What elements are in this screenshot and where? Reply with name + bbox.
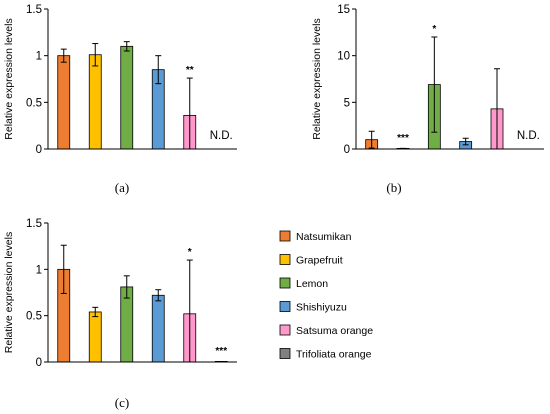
not-detected-label-a-6: N.D. bbox=[210, 130, 233, 142]
legend-swatch-3 bbox=[279, 277, 291, 289]
legend-swatch-2 bbox=[279, 254, 291, 265]
not-detected-label-b-6: N.D. bbox=[517, 130, 540, 142]
legend-label-3: Lemon bbox=[296, 278, 328, 290]
panel-label-c: (c) bbox=[115, 395, 129, 410]
panel-label-a: (a) bbox=[115, 180, 129, 195]
legend-label-6: Trifoliata orange bbox=[296, 349, 372, 361]
legend-label-1: Natsumikan bbox=[296, 231, 352, 243]
y-tick-label-b: 15 bbox=[337, 4, 350, 16]
y-tick-label-b: 5 bbox=[344, 97, 350, 109]
y-tick-label-a: 1.5 bbox=[26, 4, 42, 16]
significance-label-b-2: *** bbox=[397, 133, 409, 144]
y-tick-label-a: 1 bbox=[36, 51, 42, 63]
significance-label-a-5: ** bbox=[186, 65, 194, 76]
legend-swatch-6 bbox=[279, 348, 291, 359]
legend-label-5: Satsuma orange bbox=[296, 325, 373, 337]
significance-label-b-3: * bbox=[432, 24, 436, 35]
legend-swatch-5 bbox=[279, 324, 291, 336]
bar-c-4 bbox=[151, 294, 165, 363]
y-tick-label-a: 0.5 bbox=[26, 97, 42, 109]
bar-c-2 bbox=[88, 311, 102, 363]
y-axis-title-c: Relative expression levels bbox=[3, 232, 15, 353]
y-tick-label-a: 0 bbox=[36, 144, 42, 156]
y-tick-label-c: 0 bbox=[36, 357, 42, 369]
y-tick-label-c: 1 bbox=[36, 264, 42, 276]
bar-a-1 bbox=[57, 55, 71, 150]
bar-a-3 bbox=[120, 45, 134, 150]
y-tick-label-b: 10 bbox=[337, 51, 350, 63]
legend-label-2: Grapefruit bbox=[296, 255, 343, 267]
y-axis-title-a: Relative expression levels bbox=[3, 18, 15, 139]
y-tick-label-b: 0 bbox=[344, 144, 350, 156]
significance-label-c-6: *** bbox=[215, 346, 227, 357]
legend-swatch-4 bbox=[279, 301, 291, 312]
y-tick-label-c: 1.5 bbox=[26, 218, 42, 230]
y-axis-title-b: Relative expression levels bbox=[311, 18, 323, 139]
significance-label-c-5: * bbox=[188, 247, 192, 258]
panel-label-b: (b) bbox=[386, 180, 401, 195]
y-tick-label-c: 0.5 bbox=[26, 311, 42, 323]
legend: Natsumikan Grapefruit Lemon Shishiyuzu Satsu… bbox=[279, 230, 373, 361]
bar-a-2 bbox=[88, 54, 102, 150]
legend-swatch-1 bbox=[279, 230, 291, 242]
chart-panel-a: 0 0.5 1 1.5 Relative expression levels ** N.D. bbox=[3, 4, 237, 156]
legend-label-4: Shishiyuzu bbox=[296, 302, 347, 314]
